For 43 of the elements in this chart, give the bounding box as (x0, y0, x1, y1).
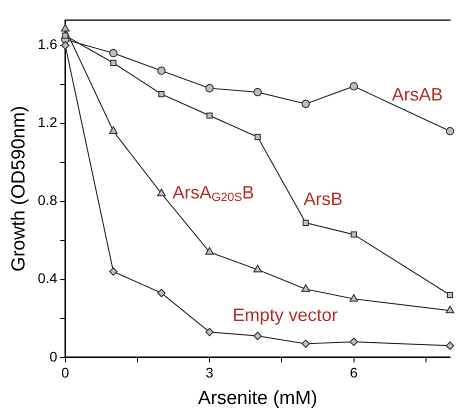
point (205, 247, 214, 255)
point (446, 126, 454, 136)
point (205, 328, 214, 336)
point (61, 41, 70, 50)
x-axis-title: Arsenite (mM) (198, 388, 318, 409)
x-tick-label: 3 (206, 364, 214, 381)
point (157, 188, 166, 196)
point (446, 306, 454, 314)
point (302, 340, 310, 348)
point (206, 112, 213, 119)
point (205, 84, 214, 92)
point (350, 294, 358, 302)
y-tick-label: 0.4 (38, 270, 58, 286)
series-label: Empty vector (232, 304, 338, 325)
point (350, 82, 358, 91)
point (253, 264, 262, 272)
y-tick-label: 0.8 (38, 192, 58, 208)
point (253, 88, 262, 96)
point (446, 292, 454, 298)
point (302, 220, 309, 226)
point (157, 66, 166, 75)
point (253, 332, 262, 340)
y-tick-label: 0 (49, 348, 58, 364)
point (302, 100, 310, 108)
point (157, 288, 166, 298)
series-label: ArsAB (392, 84, 443, 104)
point (350, 231, 357, 238)
x-tick-label: 6 (350, 364, 358, 381)
point (446, 342, 454, 350)
series-label: ArsB (304, 188, 343, 209)
point (62, 32, 68, 39)
point (254, 134, 261, 140)
point (350, 338, 358, 346)
point (109, 126, 118, 134)
point (301, 284, 310, 292)
y-axis-title: Growth (OD590nm) (8, 106, 30, 272)
x-tick-label: 0 (61, 364, 70, 381)
y-tick-label: 1.6 (38, 36, 58, 52)
point (109, 267, 118, 276)
point (110, 60, 116, 66)
y-tick-label: 1.2 (38, 114, 58, 130)
point (109, 48, 118, 58)
point (158, 90, 165, 98)
